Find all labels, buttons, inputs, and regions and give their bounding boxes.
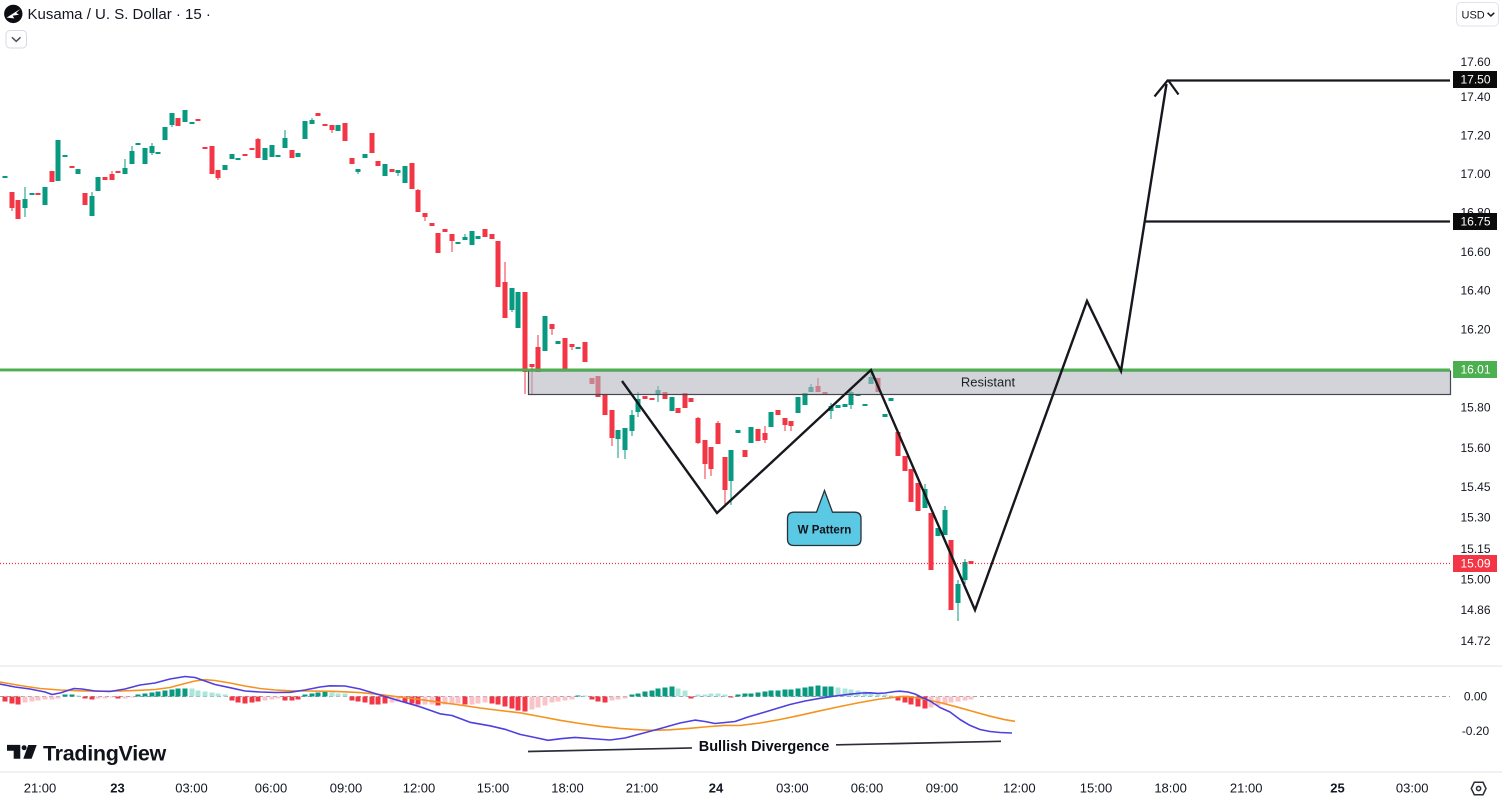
- svg-text:18:00: 18:00: [551, 781, 584, 796]
- svg-text:09:00: 09:00: [330, 781, 363, 796]
- svg-text:16.40: 16.40: [1460, 284, 1490, 298]
- svg-text:15:00: 15:00: [1080, 781, 1113, 796]
- svg-text:15.15: 15.15: [1460, 542, 1490, 556]
- svg-text:Kusama / U. S. Dollar · 15 ·: Kusama / U. S. Dollar · 15 ·: [28, 6, 211, 23]
- svg-text:21:00: 21:00: [24, 781, 57, 796]
- svg-text:16.75: 16.75: [1460, 215, 1490, 229]
- svg-text:18:00: 18:00: [1154, 781, 1187, 796]
- svg-text:09:00: 09:00: [926, 781, 959, 796]
- svg-text:15.80: 15.80: [1460, 401, 1490, 415]
- svg-text:17.40: 17.40: [1460, 90, 1490, 104]
- svg-text:15.00: 15.00: [1460, 573, 1490, 587]
- svg-text:03:00: 03:00: [175, 781, 208, 796]
- svg-text:17.00: 17.00: [1460, 167, 1490, 181]
- svg-text:TradingView: TradingView: [43, 742, 167, 766]
- svg-text:12:00: 12:00: [1003, 781, 1036, 796]
- svg-text:24: 24: [709, 781, 724, 796]
- svg-text:25: 25: [1330, 781, 1344, 796]
- svg-text:21:00: 21:00: [626, 781, 659, 796]
- svg-text:W Pattern: W Pattern: [798, 525, 852, 537]
- svg-text:16.01: 16.01: [1460, 363, 1490, 377]
- svg-text:15.30: 15.30: [1460, 511, 1490, 525]
- svg-text:23: 23: [110, 781, 124, 796]
- svg-text:-0.20: -0.20: [1462, 724, 1490, 738]
- svg-text:15.45: 15.45: [1460, 480, 1490, 494]
- svg-text:03:00: 03:00: [1396, 781, 1429, 796]
- svg-text:14.72: 14.72: [1460, 634, 1490, 648]
- svg-text:15.09: 15.09: [1460, 557, 1490, 571]
- svg-text:0.00: 0.00: [1464, 690, 1488, 704]
- svg-text:USD: USD: [1462, 9, 1485, 21]
- svg-text:06:00: 06:00: [255, 781, 288, 796]
- svg-text:Resistant: Resistant: [961, 375, 1016, 390]
- svg-text:16.60: 16.60: [1460, 245, 1490, 259]
- svg-text:21:00: 21:00: [1230, 781, 1263, 796]
- svg-text:14.86: 14.86: [1460, 603, 1490, 617]
- svg-text:12:00: 12:00: [403, 781, 436, 796]
- svg-text:17.60: 17.60: [1460, 55, 1490, 69]
- svg-text:15:00: 15:00: [477, 781, 510, 796]
- svg-text:03:00: 03:00: [776, 781, 809, 796]
- svg-text:17.20: 17.20: [1460, 129, 1490, 143]
- svg-text:17.50: 17.50: [1460, 73, 1490, 87]
- svg-text:06:00: 06:00: [851, 781, 884, 796]
- svg-text:Bullish Divergence: Bullish Divergence: [699, 739, 830, 755]
- svg-text:15.60: 15.60: [1460, 441, 1490, 455]
- svg-text:16.20: 16.20: [1460, 323, 1490, 337]
